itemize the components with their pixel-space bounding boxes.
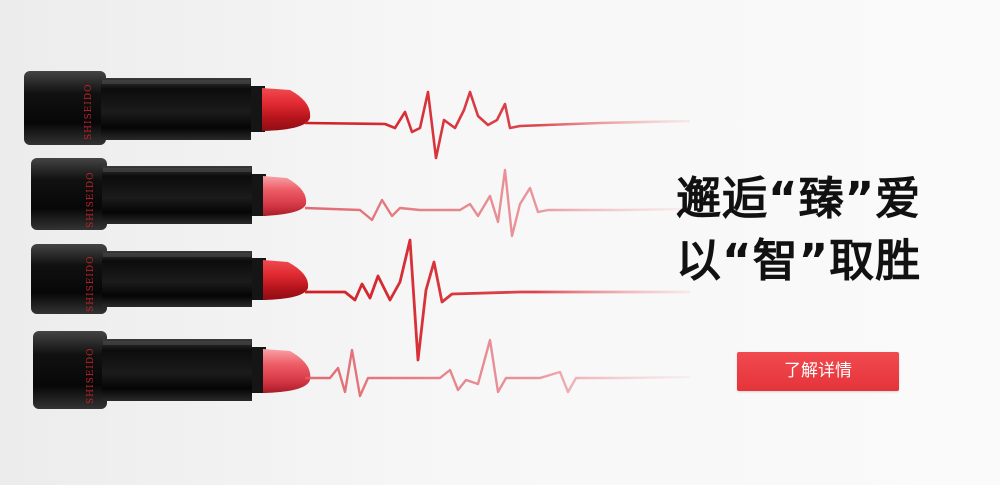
lipstick-1-bullet [262, 88, 311, 131]
lipstick-3-cap [31, 244, 107, 314]
lipstick-4-bullet [263, 349, 311, 393]
lipstick-3: SHISEIDO [31, 238, 690, 362]
lipstick-4-cap [33, 331, 107, 409]
headline-line-2: 以“智”取胜 [676, 234, 922, 287]
headline-line-1: 邂逅“臻”爱 [676, 172, 922, 225]
lipstick-2: SHISEIDO [31, 158, 691, 238]
heartbeat-line-4 [305, 338, 691, 398]
lipstick-4-brand: SHISEIDO [86, 348, 96, 404]
lipstick-2-bullet [263, 176, 307, 216]
lipstick-2-cap [31, 158, 107, 230]
learn-more-button[interactable]: 了解详情 [737, 352, 899, 391]
lipstick-1-cap [24, 71, 106, 145]
lipstick-1: SHISEIDO [24, 71, 691, 160]
lipstick-2-brand: SHISEIDO [86, 172, 96, 228]
lipstick-4: SHISEIDO [33, 331, 691, 409]
lipstick-3-brand: SHISEIDO [86, 256, 96, 312]
heartbeat-line-2 [304, 168, 691, 238]
lipstick-3-bullet [263, 260, 309, 300]
headline: 邂逅“臻”爱 以“智”取胜 [676, 168, 976, 292]
lipstick-1-brand: SHISEIDO [84, 84, 94, 140]
heartbeat-line-3 [305, 238, 690, 362]
heartbeat-line-1 [304, 90, 691, 160]
